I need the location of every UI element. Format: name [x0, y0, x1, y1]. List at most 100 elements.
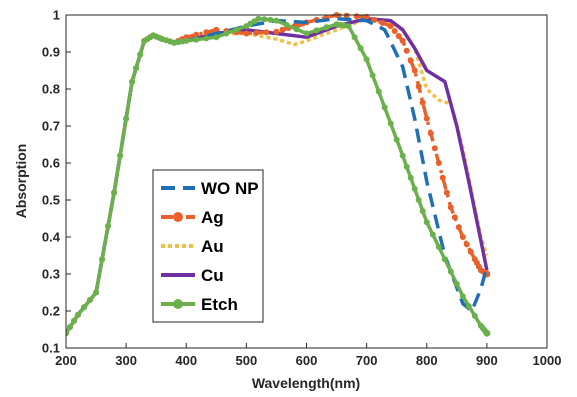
data-point: [129, 78, 136, 85]
data-point: [369, 72, 376, 79]
data-point: [451, 214, 458, 221]
data-point: [183, 37, 190, 44]
data-point: [423, 115, 430, 122]
data-point: [379, 20, 386, 26]
data-point: [105, 222, 112, 229]
data-point: [411, 67, 418, 74]
data-point: [459, 293, 466, 300]
data-point: [81, 304, 87, 311]
series-line: [66, 16, 489, 335]
data-point: [371, 16, 378, 23]
data-point: [407, 57, 414, 64]
data-point: [391, 28, 398, 34]
data-point: [273, 17, 280, 24]
y-tick-label: 0.4: [42, 230, 61, 245]
data-point: [261, 16, 268, 23]
data-point: [193, 31, 200, 38]
data-point: [399, 37, 406, 44]
y-tick-label: 0.9: [42, 45, 60, 60]
data-point: [255, 15, 262, 22]
data-point: [411, 185, 418, 192]
x-tick-label: 300: [115, 353, 137, 368]
data-point: [233, 26, 240, 33]
legend-item-wo-np: WO NP: [161, 179, 259, 198]
data-point: [323, 24, 330, 31]
legend-label: WO NP: [201, 179, 259, 198]
data-point: [435, 243, 442, 250]
y-tick-label: 0.2: [42, 304, 60, 319]
data-point: [419, 208, 426, 215]
data-point: [283, 21, 290, 28]
y-axis: 0.1 0.2 0.3 0.4 0.5 0.6 0.7 0.8 0.9 1: [42, 8, 71, 356]
data-point: [387, 120, 394, 127]
x-tick-label: 900: [476, 353, 498, 368]
data-point: [213, 26, 220, 33]
data-point: [381, 104, 388, 111]
x-axis-label: Wavelength(nm): [252, 375, 360, 391]
legend-label: Etch: [201, 295, 238, 314]
data-point: [447, 204, 454, 211]
legend: WO NP Ag Au Cu Etch: [152, 169, 264, 323]
series-etch: [66, 15, 491, 337]
legend-label: Cu: [201, 266, 224, 285]
data-point: [353, 13, 360, 20]
legend-item-etch: Etch: [161, 295, 238, 314]
data-point: [93, 289, 100, 296]
data-point: [463, 241, 470, 248]
data-point: [403, 163, 410, 170]
data-point: [467, 248, 474, 255]
legend-label: Ag: [201, 208, 224, 227]
legend-label: Au: [201, 237, 224, 256]
data-point: [455, 224, 462, 231]
series-cu: [66, 16, 489, 335]
data-point: [123, 115, 130, 122]
data-point: [279, 26, 286, 33]
data-point: [343, 12, 350, 19]
data-point: [345, 23, 352, 30]
y-tick-label: 0.8: [42, 82, 60, 97]
data-point: [351, 34, 358, 41]
data-point: [443, 189, 450, 196]
data-point: [263, 29, 270, 36]
data-point: [415, 197, 422, 203]
data-point: [429, 231, 436, 238]
y-axis-label: Absorption: [13, 144, 29, 219]
data-point: [223, 30, 230, 37]
data-point: [439, 174, 446, 181]
data-point: [407, 174, 414, 181]
data-point: [465, 303, 472, 310]
series-line: [66, 16, 489, 335]
data-point: [403, 47, 410, 54]
data-point: [459, 234, 466, 240]
data-point: [111, 189, 118, 196]
data-point: [133, 65, 140, 71]
data-point: [213, 34, 220, 41]
series-line: [66, 16, 489, 335]
series-au: [66, 16, 489, 335]
data-point: [415, 83, 422, 90]
x-tick-label: 600: [296, 353, 318, 368]
data-point: [313, 27, 320, 34]
data-point: [447, 268, 454, 275]
data-point: [137, 51, 144, 58]
data-point: [193, 36, 200, 43]
data-point: [419, 99, 426, 106]
x-tick-label: 500: [236, 353, 258, 368]
data-point: [357, 45, 364, 52]
y-tick-label: 0.6: [42, 156, 60, 171]
data-point: [363, 56, 370, 63]
x-tick-label: 1000: [533, 353, 562, 368]
data-point: [117, 152, 124, 159]
legend-marker: [173, 212, 183, 222]
legend-item-ag: Ag: [161, 208, 224, 227]
data-point: [423, 219, 430, 226]
data-point: [387, 23, 394, 30]
y-tick-label: 0.1: [42, 341, 60, 356]
data-point: [441, 256, 448, 263]
series-layer: [66, 12, 491, 337]
data-point: [253, 29, 260, 36]
data-point: [435, 160, 442, 166]
data-point: [71, 317, 77, 324]
data-point: [273, 28, 280, 35]
